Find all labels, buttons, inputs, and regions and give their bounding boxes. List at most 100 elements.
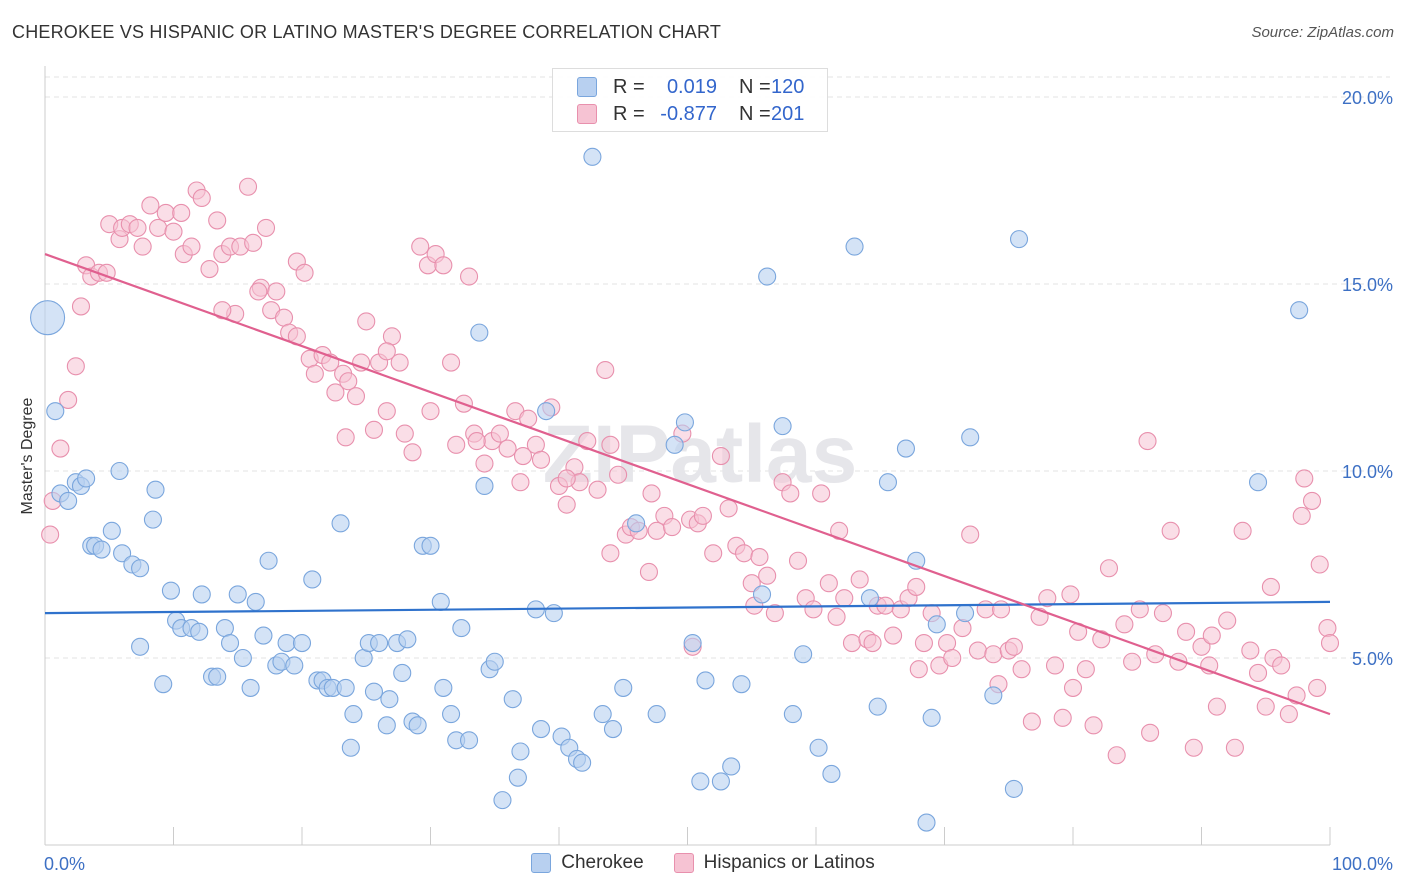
point-hispanics xyxy=(490,424,509,443)
point-cherokee xyxy=(647,705,666,724)
point-cherokee xyxy=(285,656,304,675)
point-hispanics xyxy=(1053,708,1072,727)
point-hispanics xyxy=(781,484,800,503)
point-cherokee xyxy=(675,413,694,432)
point-cherokee xyxy=(485,652,504,671)
point-hispanics xyxy=(1320,633,1340,653)
point-hispanics xyxy=(442,353,461,372)
point-cherokee xyxy=(292,633,312,653)
point-cherokee xyxy=(377,716,396,735)
point-hispanics xyxy=(434,256,453,275)
point-hispanics xyxy=(943,648,962,668)
point-cherokee xyxy=(154,675,173,694)
point-cherokee xyxy=(475,476,494,496)
point-hispanics xyxy=(788,551,808,570)
point-hispanics xyxy=(1061,585,1080,604)
y-tick-labels: 5.0% 10.0% 15.0% 20.0% xyxy=(1342,88,1393,669)
point-hispanics xyxy=(1107,746,1126,765)
point-hispanics xyxy=(200,259,219,279)
point-hispanics xyxy=(172,203,191,222)
point-hispanics xyxy=(475,454,494,473)
point-cherokee xyxy=(927,615,946,634)
point-hispanics xyxy=(531,450,551,469)
point-cherokee xyxy=(711,772,730,791)
point-cherokee xyxy=(860,589,880,608)
point-hispanics xyxy=(1038,589,1057,608)
point-hispanics xyxy=(1308,678,1327,697)
point-cherokee xyxy=(593,705,612,724)
point-hispanics xyxy=(51,439,70,458)
point-hispanics xyxy=(192,188,211,208)
point-hispanics xyxy=(693,506,712,525)
point-hispanics xyxy=(164,222,183,241)
point-hispanics xyxy=(395,424,414,443)
point-hispanics xyxy=(336,428,355,447)
series-legend: Cherokee Hispanics or Latinos xyxy=(0,852,1406,874)
point-cherokee xyxy=(503,690,522,709)
point-hispanics xyxy=(1161,521,1180,540)
point-hispanics xyxy=(1207,697,1226,716)
legend-r-value: 0.019 xyxy=(666,75,717,98)
point-hispanics xyxy=(238,177,258,196)
point-hispanics xyxy=(1004,637,1023,656)
point-hispanics xyxy=(907,577,926,596)
point-cherokee xyxy=(614,678,633,697)
point-cherokee xyxy=(344,705,363,724)
x-tick-label-min: 0.0% xyxy=(44,854,85,874)
point-hispanics xyxy=(557,469,576,488)
point-hispanics xyxy=(758,566,777,585)
point-hispanics xyxy=(961,525,980,544)
point-hispanics xyxy=(1045,656,1065,675)
point-cherokee xyxy=(46,402,65,421)
point-hispanics xyxy=(1115,615,1134,634)
y-tick-label: 20.0% xyxy=(1342,88,1393,108)
point-hispanics xyxy=(642,484,661,503)
point-hispanics xyxy=(1099,559,1119,578)
point-cherokee xyxy=(845,237,864,256)
legend-n-value: 201 xyxy=(771,102,805,125)
point-cherokee xyxy=(922,708,941,727)
point-cherokee xyxy=(30,300,66,336)
point-hispanics xyxy=(411,237,430,256)
point-hispanics xyxy=(1192,637,1211,656)
legend-swatch-blue xyxy=(577,77,597,97)
point-cherokee xyxy=(336,678,355,697)
trend-line-cherokee xyxy=(44,600,1331,615)
point-cherokee xyxy=(956,604,975,623)
point-hispanics xyxy=(1248,663,1268,683)
point-cherokee xyxy=(77,469,96,488)
point-hispanics xyxy=(968,641,987,660)
point-hispanics xyxy=(305,364,324,383)
point-cherokee xyxy=(665,435,684,454)
point-cherokee xyxy=(303,570,322,589)
point-hispanics xyxy=(578,432,597,451)
point-hispanics xyxy=(953,619,972,638)
point-hispanics xyxy=(1310,555,1329,574)
point-hispanics xyxy=(835,589,854,608)
point-hispanics xyxy=(1138,432,1157,451)
point-cherokee xyxy=(190,622,209,641)
point-hispanics xyxy=(1153,604,1172,623)
legend-n-value: 120 xyxy=(771,75,805,98)
point-cherokee xyxy=(393,663,412,683)
legend-r-value: -0.877 xyxy=(660,102,717,125)
point-cherokee xyxy=(1004,779,1023,798)
legend-label-hispanics: Hispanics or Latinos xyxy=(703,852,875,873)
point-cherokee xyxy=(783,705,802,724)
point-hispanics xyxy=(984,645,1003,664)
point-cherokee xyxy=(110,461,129,481)
point-hispanics xyxy=(256,218,276,237)
legend-item-cherokee[interactable]: Cherokee xyxy=(531,852,644,874)
point-cherokee xyxy=(452,619,471,638)
point-cherokee xyxy=(508,768,527,787)
point-hispanics xyxy=(511,473,530,492)
point-hispanics xyxy=(601,435,620,454)
point-cherokee xyxy=(1009,230,1029,249)
point-hispanics xyxy=(596,360,615,380)
point-hispanics xyxy=(884,626,903,645)
point-cherokee xyxy=(537,402,556,421)
point-hispanics xyxy=(1261,577,1280,596)
point-hispanics xyxy=(513,446,533,466)
point-cherokee xyxy=(254,626,273,645)
legend-item-hispanics[interactable]: Hispanics or Latinos xyxy=(673,852,875,874)
